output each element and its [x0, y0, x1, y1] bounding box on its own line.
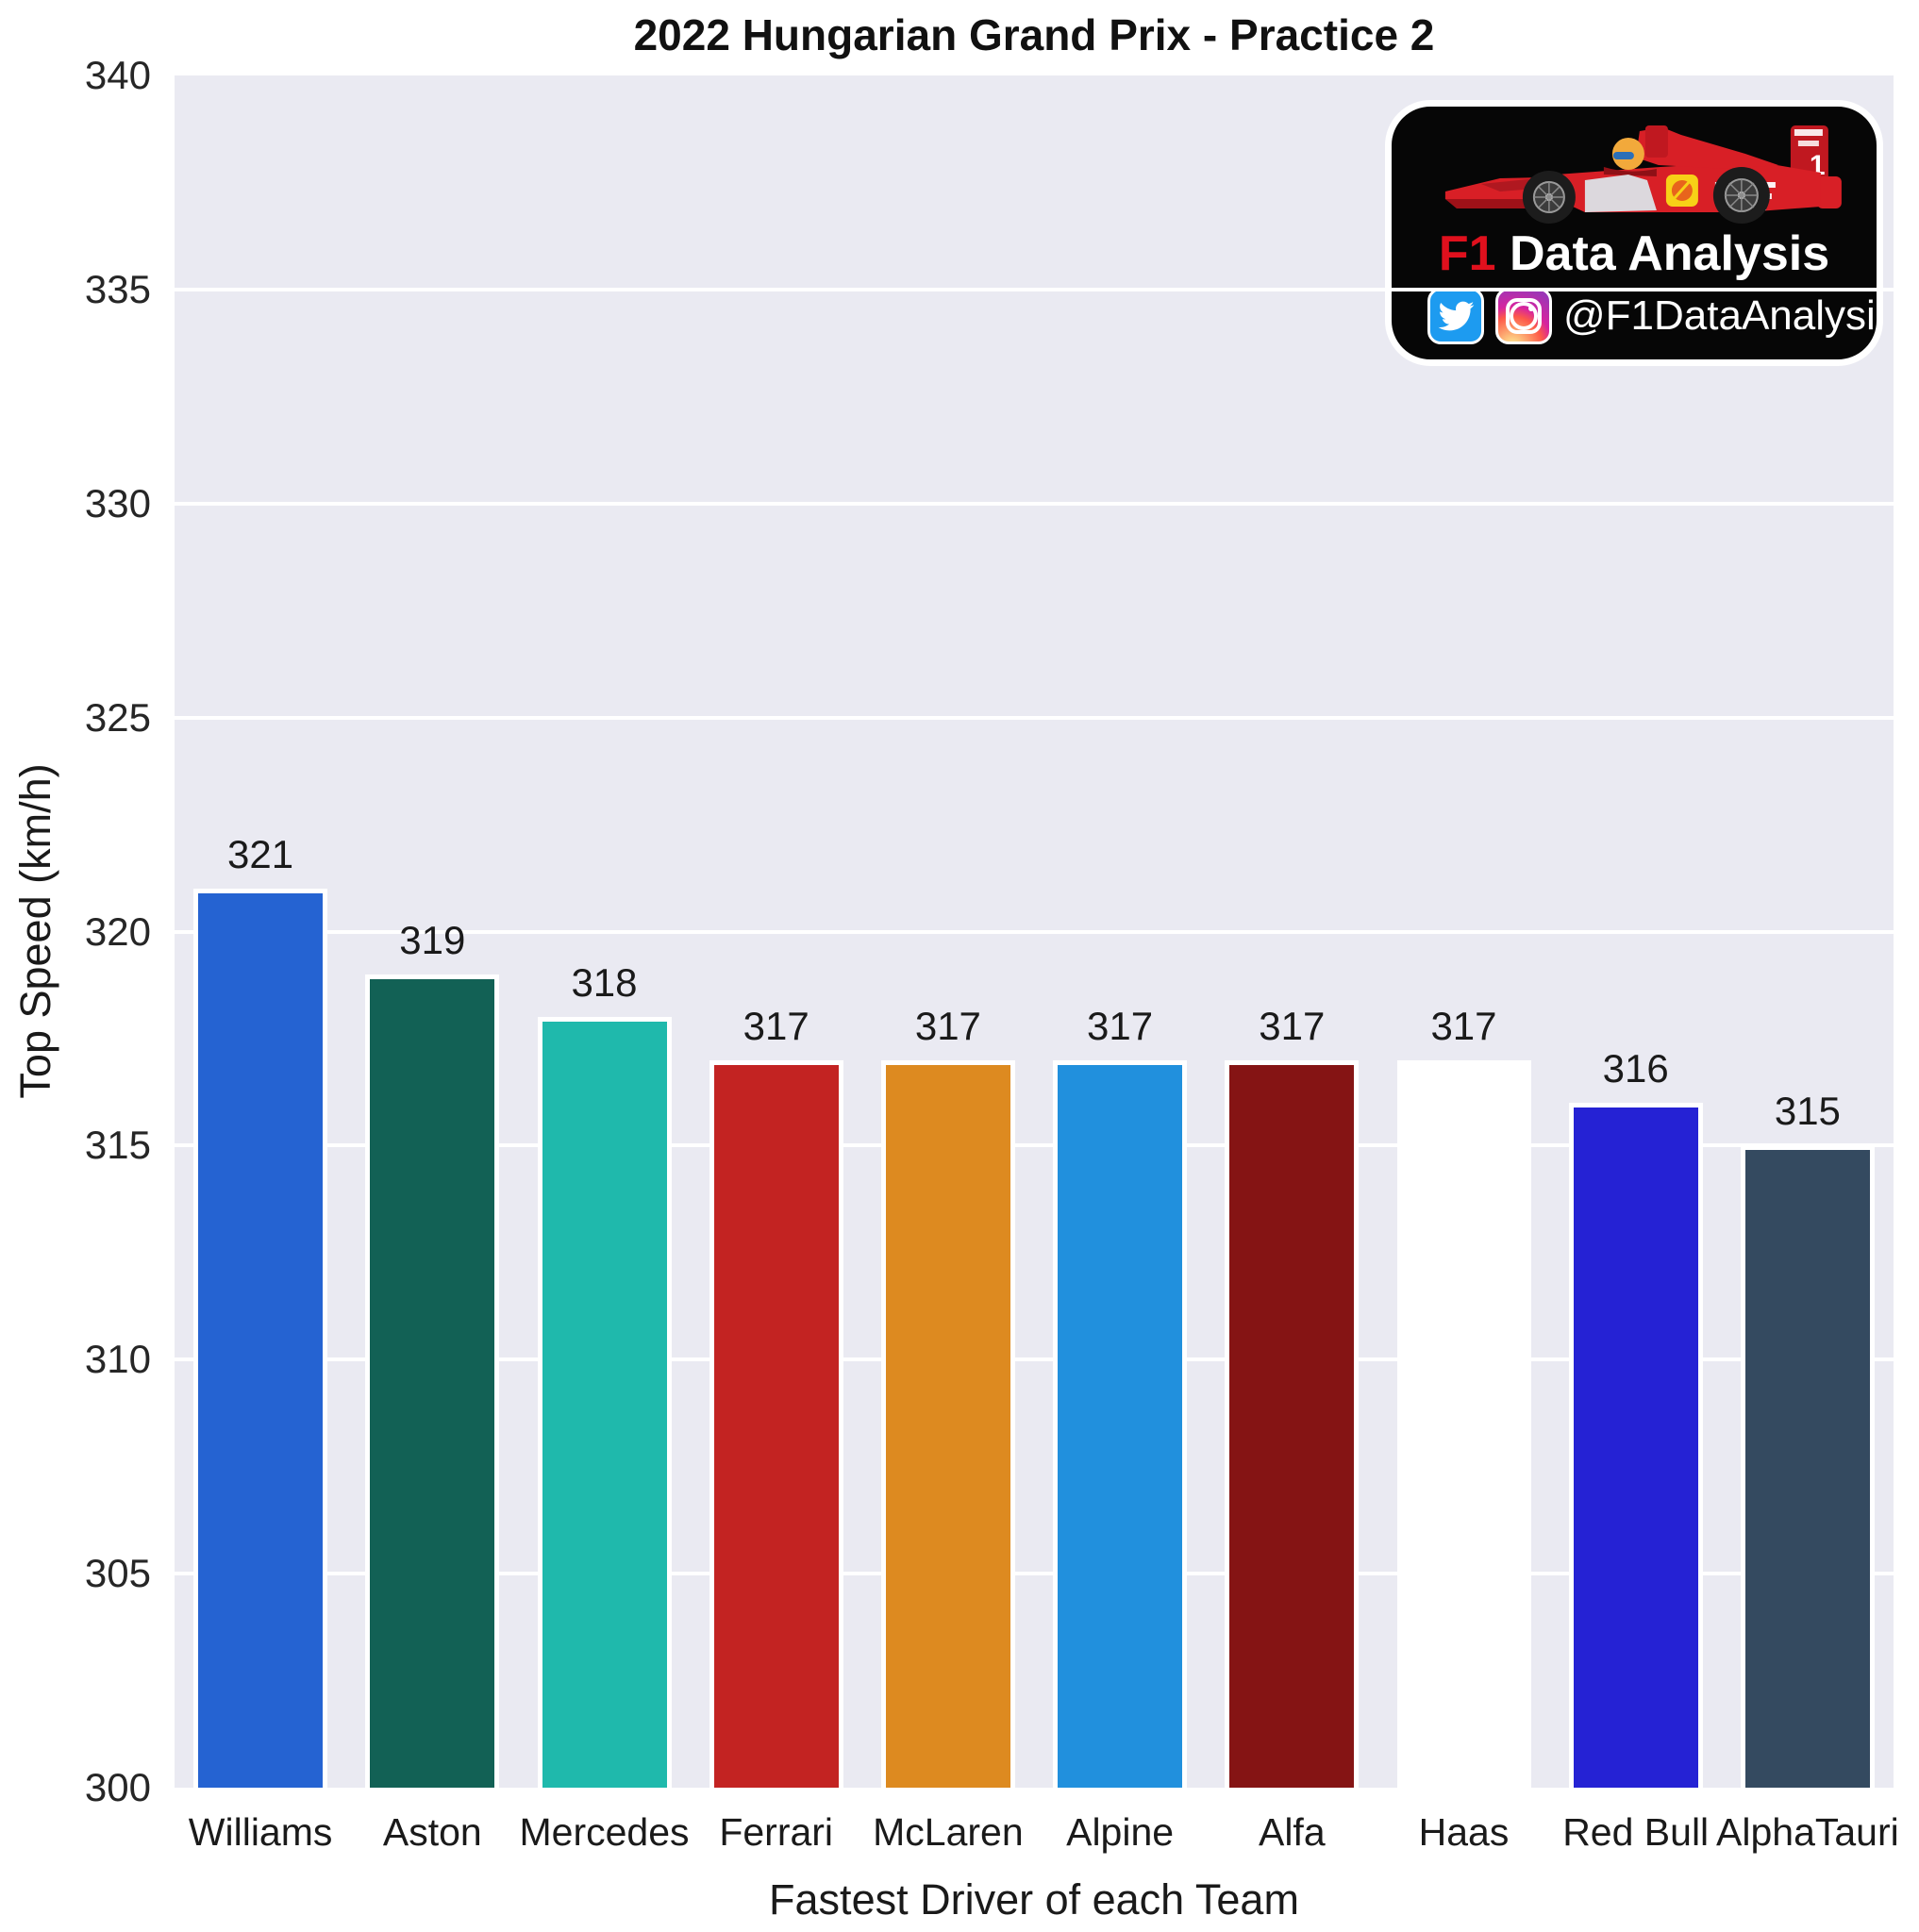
social-handle: @F1DataAnalysis: [1563, 292, 1883, 339]
bar-value-label: 317: [914, 1003, 981, 1048]
f1-car-illustration: 1: [1443, 120, 1849, 225]
bar-williams: [193, 889, 328, 1788]
y-tick-label: 335: [84, 266, 151, 311]
bar-ferrari: [709, 1059, 843, 1788]
gridline-y-310: [175, 1357, 1894, 1362]
bar-value-label: 319: [399, 917, 466, 962]
y-tick-label: 320: [84, 908, 151, 954]
y-tick-label: 340: [84, 53, 151, 97]
x-tick-label-alphatauri: AlphaTauri: [1716, 1810, 1899, 1854]
bar-value-label: 317: [743, 1003, 809, 1048]
bar-aston: [365, 974, 500, 1788]
x-axis-label: Fastest Driver of each Team: [769, 1875, 1299, 1924]
y-tick-label: 315: [84, 1123, 151, 1168]
y-tick-label: 330: [84, 480, 151, 525]
gridline-y-330: [175, 501, 1894, 506]
bar-red-bull: [1568, 1103, 1703, 1788]
bar-value-label: 315: [1774, 1089, 1841, 1134]
bar-mclaren: [880, 1059, 1015, 1788]
brand-title: F1 Data Analysis: [1392, 225, 1877, 282]
x-tick-label-ferrari: Ferrari: [719, 1810, 834, 1854]
x-tick-label-williams: Williams: [188, 1810, 333, 1854]
gridline-y-325: [175, 715, 1894, 720]
gridline-y-320: [175, 929, 1894, 934]
x-tick-label-mercedes: Mercedes: [519, 1810, 690, 1854]
bar-mercedes: [537, 1017, 672, 1788]
instagram-icon: [1495, 288, 1552, 344]
bar-haas: [1396, 1059, 1531, 1788]
gridline-y-315: [175, 1143, 1894, 1148]
bar-value-label: 317: [1087, 1003, 1154, 1048]
social-row: @F1DataAnalysis: [1427, 288, 1883, 344]
gridline-y-305: [175, 1572, 1894, 1576]
watermark-panel: 1: [1385, 100, 1883, 366]
brand-rest: Data Analysis: [1495, 226, 1830, 281]
y-tick-label: 310: [84, 1337, 151, 1382]
y-tick-label: 325: [84, 694, 151, 740]
gridline-y-335: [175, 287, 1894, 291]
x-tick-label-red-bull: Red Bull: [1562, 1810, 1710, 1854]
bar-alfa: [1225, 1059, 1360, 1788]
brand-prefix: F1: [1438, 226, 1496, 281]
x-tick-label-aston: Aston: [382, 1810, 482, 1854]
bar-value-label: 317: [1259, 1003, 1326, 1048]
bar-value-label: 316: [1602, 1046, 1669, 1091]
twitter-icon: [1427, 288, 1484, 344]
x-tick-label-alfa: Alfa: [1258, 1810, 1326, 1854]
y-tick-label: 300: [84, 1765, 151, 1809]
bar-alphatauri: [1740, 1145, 1875, 1788]
x-tick-label-alpine: Alpine: [1066, 1810, 1175, 1854]
y-tick-label: 305: [84, 1551, 151, 1596]
bar-alpine: [1053, 1059, 1188, 1788]
x-tick-label-mclaren: McLaren: [873, 1810, 1024, 1854]
bar-value-label: 318: [571, 960, 638, 1006]
bar-value-label: 321: [227, 832, 294, 877]
x-tick-label-haas: Haas: [1418, 1810, 1510, 1854]
chart-title: 2022 Hungarian Grand Prix - Practice 2: [633, 10, 1435, 59]
bar-value-label: 317: [1430, 1003, 1497, 1048]
